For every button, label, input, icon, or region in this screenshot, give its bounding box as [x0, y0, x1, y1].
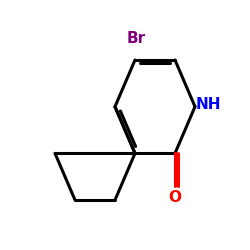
Text: O: O	[168, 190, 181, 204]
Text: NH: NH	[196, 97, 222, 112]
Text: Br: Br	[127, 31, 146, 46]
